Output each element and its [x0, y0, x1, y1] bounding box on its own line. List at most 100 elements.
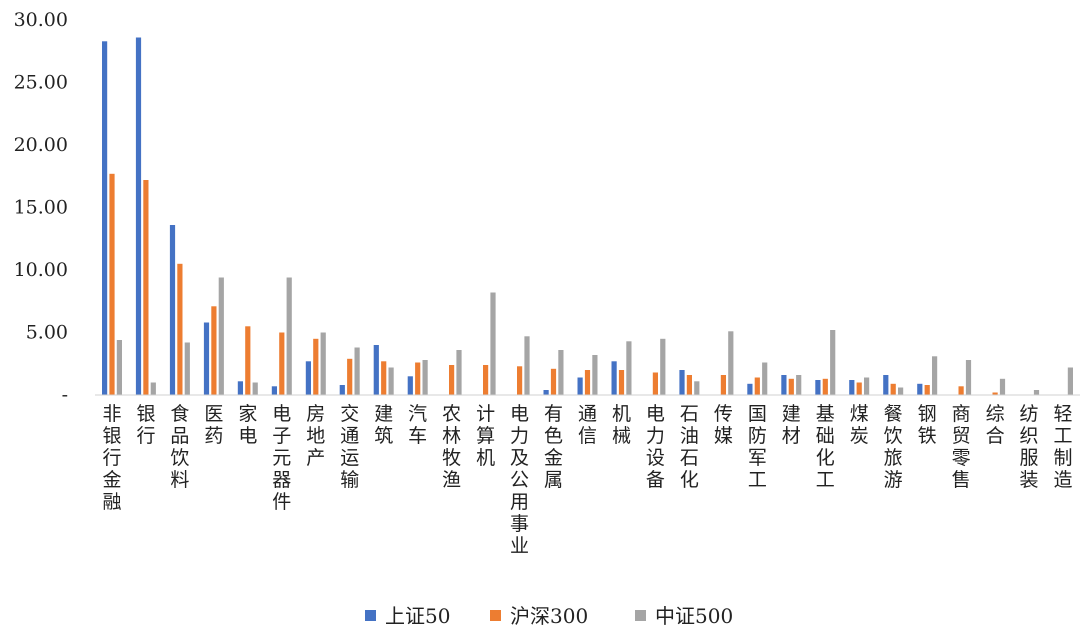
bar-2	[754, 377, 760, 395]
bar-3	[558, 350, 564, 395]
bar-3	[388, 367, 394, 395]
bar-3	[354, 347, 360, 395]
bar-1	[169, 225, 176, 395]
bar-2	[584, 370, 591, 395]
bar-2	[856, 382, 862, 395]
bar-3	[524, 336, 530, 396]
bar-2	[686, 375, 692, 395]
x-tick-label: 建材	[782, 403, 801, 447]
bar-1	[203, 322, 210, 395]
x-tick-label: 医药	[204, 403, 223, 447]
bar-2	[992, 392, 998, 395]
x-tick-label: 钢铁	[918, 403, 937, 447]
bar-1	[271, 386, 277, 396]
bar-3	[422, 360, 428, 395]
y-tick-label: 30.00	[14, 9, 68, 31]
bar-2	[483, 365, 489, 395]
bar-1	[815, 380, 821, 395]
x-tick-label: 通信	[578, 403, 597, 447]
x-tick-label: 房地产	[306, 403, 325, 469]
x-tick-label: 银行	[136, 403, 155, 447]
x-tick-label: 机械	[612, 403, 631, 447]
x-tick-label: 煤炭	[850, 403, 869, 447]
bar-3	[830, 330, 836, 395]
bars	[102, 37, 1073, 396]
bar-3	[1033, 390, 1040, 395]
bar-3	[999, 378, 1006, 396]
x-tick-label: 非银行金融	[102, 403, 121, 513]
bar-2	[449, 365, 455, 395]
x-tick-label: 国防军工	[748, 403, 767, 491]
y-tick-label: 15.00	[14, 197, 68, 219]
y-axis: - 5.00 10.00 15.00 20.00 25.00 30.00	[14, 9, 68, 406]
x-tick-label: 传媒	[714, 403, 733, 447]
bar-2	[822, 378, 828, 396]
bar-1	[305, 361, 311, 396]
bar-2	[211, 306, 217, 396]
bar-3	[1067, 367, 1073, 395]
bar-2	[890, 383, 896, 396]
bar-3	[184, 342, 190, 395]
bar-3	[286, 277, 292, 395]
x-tick-label: 石油石化	[680, 403, 699, 491]
bar-3	[218, 277, 224, 395]
x-tick-label: 建筑	[374, 403, 393, 447]
bar-1	[781, 375, 787, 395]
x-tick-label: 交通运输	[340, 403, 359, 491]
bar-2	[958, 386, 964, 396]
y-tick-label: 5.00	[26, 322, 68, 344]
bar-2	[109, 173, 115, 396]
bar-2	[381, 361, 387, 396]
bar-2	[652, 372, 658, 395]
bar-3	[626, 341, 632, 396]
bar-2	[143, 180, 149, 395]
bar-2	[924, 385, 930, 395]
bar-3	[965, 360, 972, 395]
bar-1	[577, 377, 583, 395]
bar-1	[339, 385, 345, 395]
bar-2	[550, 368, 557, 396]
bar-2	[788, 378, 794, 396]
legend-swatch	[490, 610, 501, 621]
bar-3	[320, 332, 326, 395]
bar-1	[849, 380, 855, 395]
bar-3	[456, 350, 462, 395]
x-tick-label: 轻工制造	[1054, 403, 1073, 491]
legend-swatch	[635, 610, 646, 621]
bar-2	[415, 362, 421, 395]
bar-3	[694, 381, 700, 396]
bar-1	[747, 383, 753, 396]
y-tick-label: 10.00	[14, 259, 68, 281]
x-tick-label: 纺织服装	[1020, 403, 1039, 491]
x-tick-label: 电力及公用事业	[510, 403, 529, 557]
legend-swatch	[365, 610, 376, 621]
x-tick-label: 综合	[986, 403, 1005, 447]
bar-3	[490, 292, 496, 395]
bar-2	[177, 263, 183, 396]
bar-1	[407, 376, 413, 396]
x-tick-label: 基础化工	[816, 403, 835, 491]
bar-3	[252, 382, 258, 395]
bar-1	[611, 361, 617, 396]
bar-3	[150, 382, 156, 395]
legend-label: 沪深300	[510, 604, 588, 628]
x-tick-label: 家电	[238, 403, 257, 447]
bar-1	[102, 41, 108, 396]
x-tick-label: 食品饮料	[170, 403, 189, 491]
y-tick-label: 25.00	[14, 72, 68, 94]
bar-2	[720, 375, 726, 395]
bar-1	[135, 37, 142, 395]
bar-3	[762, 362, 768, 395]
legend-label: 中证500	[655, 604, 733, 628]
bar-3	[728, 331, 734, 395]
bar-3	[592, 355, 598, 395]
x-tick-label: 商贸零售	[952, 403, 971, 491]
x-tick-label: 电子元器件	[272, 403, 291, 513]
legend-label: 上证50	[385, 604, 450, 628]
bar-1	[679, 370, 685, 395]
bar-3	[796, 375, 802, 395]
x-axis-labels: 非银行金融银行食品饮料医药家电电子元器件房地产交通运输建筑汽车农林牧渔计算机电力…	[102, 403, 1072, 557]
x-tick-label: 电力设备	[646, 403, 665, 491]
bar-3	[116, 340, 122, 395]
